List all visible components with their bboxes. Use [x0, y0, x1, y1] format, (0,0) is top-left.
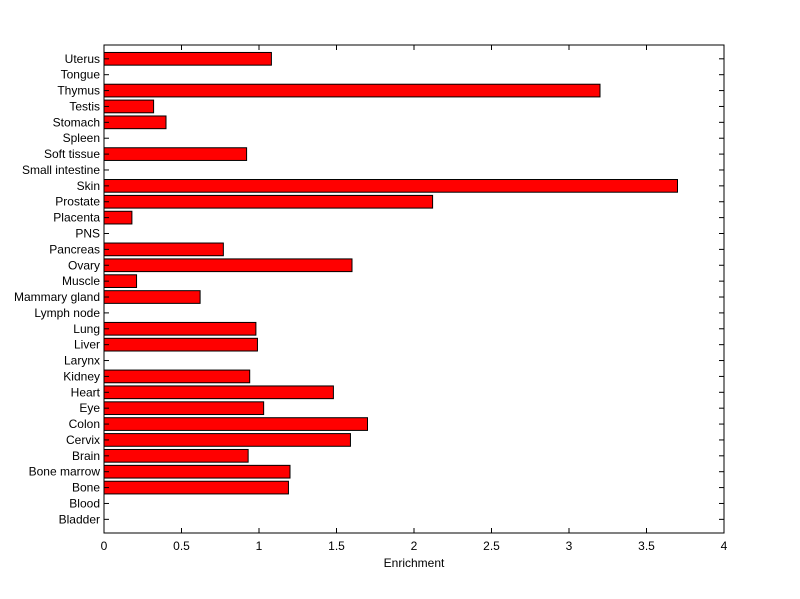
bar-brain: [103, 448, 249, 463]
y-tick-label-liver: Liver: [74, 338, 100, 352]
x-tick-label: 2: [411, 539, 418, 553]
y-tick-label-muscle: Muscle: [62, 274, 100, 288]
bar-lung: [103, 321, 257, 336]
y-tick-label-tongue: Tongue: [61, 68, 101, 82]
x-tick-label: 0.5: [173, 539, 190, 553]
y-tick-label-spleen: Spleen: [63, 131, 100, 145]
y-tick-label-heart: Heart: [71, 385, 101, 399]
bar-pancreas: [103, 242, 224, 257]
x-tick-label: 4: [721, 539, 728, 553]
bar-stomach: [103, 115, 167, 130]
bar-colon: [103, 417, 368, 431]
y-tick-label-prostate: Prostate: [55, 195, 100, 209]
bar-testis: [103, 99, 155, 114]
y-tick-label-brain: Brain: [72, 449, 100, 463]
x-tick-label: 2.5: [483, 539, 500, 553]
x-tick-label: 0: [101, 539, 108, 553]
bar-cervix: [103, 433, 351, 447]
y-tick-label-soft-tissue: Soft tissue: [44, 147, 100, 161]
y-tick-label-colon: Colon: [69, 417, 100, 431]
y-tick-label-uterus: Uterus: [65, 52, 100, 66]
y-tick-label-skin: Skin: [77, 179, 100, 193]
bar-heart: [103, 385, 334, 400]
y-tick-label-bone: Bone: [72, 481, 100, 495]
y-tick-label-bladder: Bladder: [59, 512, 100, 526]
y-tick-label-placenta: Placenta: [53, 211, 100, 225]
x-axis-title: Enrichment: [384, 556, 445, 570]
y-tick-label-kidney: Kidney: [63, 369, 100, 383]
y-tick-label-bone-marrow: Bone marrow: [29, 465, 101, 479]
bar-soft-tissue: [103, 147, 248, 161]
bar-bone-marrow: [103, 464, 291, 479]
bar-ovary: [103, 258, 353, 273]
x-tick-label: 3: [566, 539, 573, 553]
bar-bone: [103, 480, 289, 495]
y-tick-label-small-intestine: Small intestine: [22, 163, 100, 177]
bar-eye: [103, 401, 265, 416]
x-tick-label: 1.5: [328, 539, 345, 553]
bar-thymus: [103, 83, 601, 98]
y-tick-label-testis: Testis: [69, 99, 100, 113]
y-tick-label-thymus: Thymus: [57, 84, 100, 98]
y-tick-label-pns: PNS: [75, 226, 100, 240]
y-tick-label-blood: Blood: [69, 496, 100, 510]
y-tick-label-cervix: Cervix: [66, 433, 100, 447]
y-tick-label-larynx: Larynx: [64, 354, 100, 368]
y-tick-label-stomach: Stomach: [53, 115, 100, 129]
bar-skin: [103, 179, 678, 193]
y-tick-label-lymph-node: Lymph node: [34, 306, 100, 320]
plot-area-frame: [103, 44, 725, 534]
y-tick-label-lung: Lung: [73, 322, 100, 336]
x-tick-labels: 0 0.5 1 1.5 2 2.5 3 3.5 4: [101, 539, 728, 553]
y-tick-label-ovary: Ovary: [68, 258, 100, 272]
bar-prostate: [103, 194, 434, 209]
bar-liver: [103, 337, 258, 352]
y-tick-label-pancreas: Pancreas: [49, 242, 100, 256]
bar-uterus: [103, 51, 272, 66]
y-tick-label-eye: Eye: [79, 401, 100, 415]
x-tick-label: 3.5: [638, 539, 655, 553]
x-tick-label: 1: [256, 539, 263, 553]
bar-kidney: [103, 369, 251, 384]
bars-group: [103, 51, 678, 495]
bar-mammary-gland: [103, 290, 201, 304]
y-tick-label-mammary-gland: Mammary gland: [14, 290, 100, 304]
